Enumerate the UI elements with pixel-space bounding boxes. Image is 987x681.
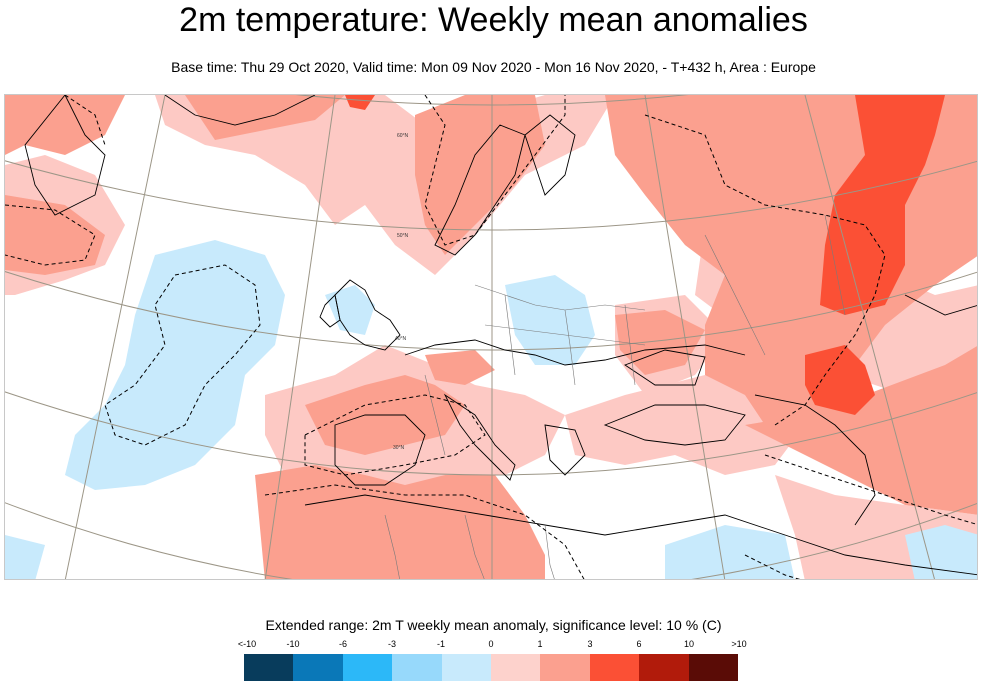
lat-label-30n: 30°N bbox=[393, 445, 405, 451]
significance-contours bbox=[5, 95, 977, 579]
legend-swatch bbox=[244, 654, 294, 681]
legend-tick-label: <-10 bbox=[237, 639, 257, 649]
page-subtitle: Base time: Thu 29 Oct 2020, Valid time: … bbox=[171, 59, 816, 75]
legend-tick-label: 3 bbox=[587, 639, 593, 649]
legend-tick-label: 6 bbox=[636, 639, 642, 649]
legend-swatch bbox=[589, 654, 640, 681]
legend-swatch bbox=[491, 654, 541, 681]
lat-label-60n: 60°N bbox=[397, 133, 409, 139]
legend-color-bar bbox=[244, 654, 739, 681]
legend-swatch bbox=[392, 654, 442, 681]
lat-label-40n: 40°N bbox=[395, 336, 407, 342]
legend-tick-label: -10 bbox=[286, 639, 300, 649]
legend-tick-label: 10 bbox=[683, 639, 695, 649]
anomaly-map: 60°N 50°N 40°N 30°N bbox=[4, 94, 978, 580]
legend-tick-labels: <-10 -10 -6 -3 -1 0 1 3 6 10 >10 bbox=[0, 638, 987, 652]
legend-swatch bbox=[688, 654, 739, 681]
legend-tick-label: -1 bbox=[436, 639, 446, 649]
legend-swatch bbox=[441, 654, 492, 681]
legend-swatch bbox=[639, 654, 689, 681]
legend-title: Extended range: 2m T weekly mean anomaly… bbox=[265, 617, 722, 633]
legend-swatch bbox=[293, 654, 343, 681]
page-title: 2m temperature: Weekly mean anomalies bbox=[179, 1, 808, 39]
anomaly-6-10-regions bbox=[345, 95, 945, 415]
legend-tick-label: -6 bbox=[338, 639, 348, 649]
legend-tick-label: >10 bbox=[731, 639, 747, 649]
legend-tick-label: 0 bbox=[488, 639, 494, 649]
country-borders bbox=[384, 214, 846, 579]
legend-tick-label: 1 bbox=[537, 639, 543, 649]
coastlines bbox=[24, 95, 977, 576]
lat-label-50n: 50°N bbox=[397, 233, 409, 239]
legend-tick-label: -3 bbox=[387, 639, 397, 649]
legend-swatch bbox=[540, 654, 590, 681]
anomaly-neg1-0-regions bbox=[5, 240, 977, 579]
legend-swatch bbox=[342, 654, 393, 681]
graticule-lines bbox=[5, 95, 977, 579]
